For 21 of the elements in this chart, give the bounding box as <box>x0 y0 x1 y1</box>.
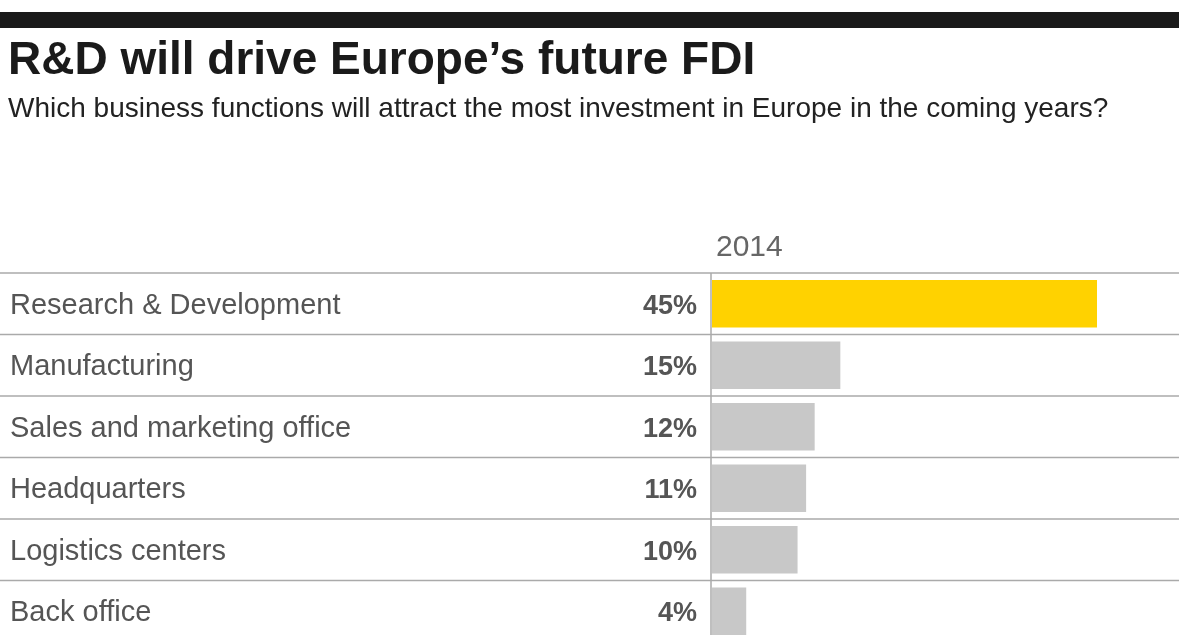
data-label: 12% <box>642 412 697 443</box>
bar <box>712 280 1097 328</box>
bar <box>712 403 815 451</box>
series-label: 2014 <box>716 229 783 262</box>
data-label: 10% <box>642 535 697 566</box>
data-label: 15% <box>642 351 697 382</box>
bar <box>712 341 841 389</box>
chart-subtitle: Which business functions will attract the most investment in Europe in the coming years? <box>8 91 1110 125</box>
data-label: 11% <box>644 474 697 505</box>
y-tick-label: Logistics centers <box>10 533 226 566</box>
bar <box>712 587 747 635</box>
y-tick-label: Manufacturing <box>10 349 194 382</box>
data-label: 4% <box>657 597 697 628</box>
y-tick-label: Back office <box>10 595 152 628</box>
chart-title: R&D will drive Europe’s future FDI <box>8 31 757 86</box>
bar <box>712 464 807 512</box>
y-tick-label: Sales and marketing office <box>10 410 352 443</box>
y-tick-label: Research & Development <box>10 287 341 320</box>
bar <box>712 526 798 574</box>
data-label: 45% <box>642 289 697 320</box>
y-tick-label: Headquarters <box>10 472 186 505</box>
